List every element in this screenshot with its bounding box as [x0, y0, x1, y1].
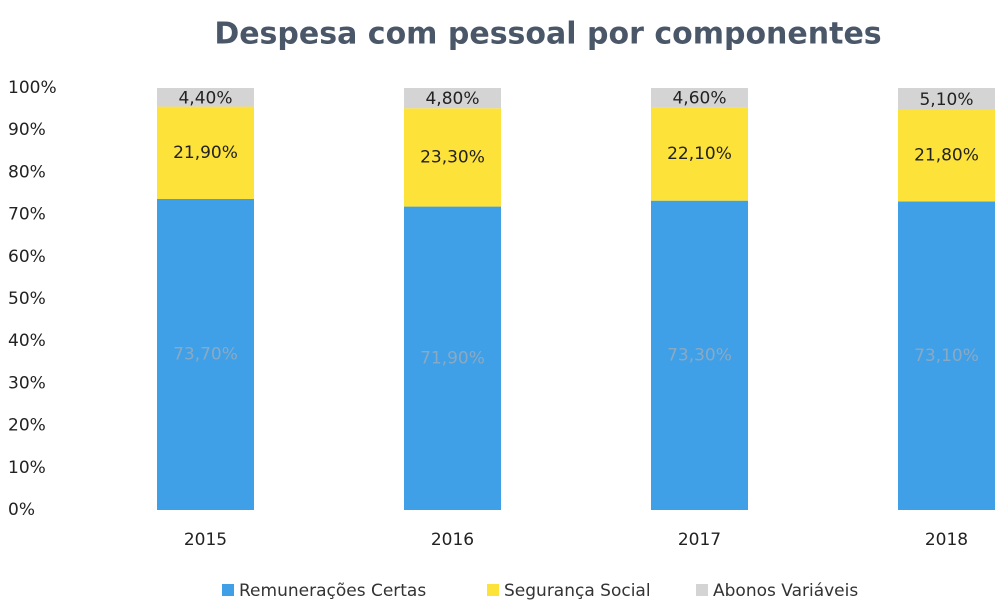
y-tick-label: 80%: [8, 162, 46, 182]
bar-segment: [404, 108, 501, 207]
x-tick-label: 2017: [678, 530, 721, 550]
value-label: 22,10%: [667, 144, 732, 164]
y-tick-label: 90%: [8, 120, 46, 140]
legend-text: Segurança Social: [504, 581, 651, 600]
bar-segment: [898, 201, 995, 510]
bar-segment: [157, 198, 254, 510]
y-tick-label: 10%: [8, 458, 46, 478]
y-tick-label: 20%: [8, 416, 46, 436]
value-label: 73,30%: [667, 345, 732, 365]
bar-segment: [651, 200, 748, 510]
y-tick-label: 60%: [8, 247, 46, 267]
value-label: 4,40%: [178, 88, 232, 108]
legend-text: Remunerações Certas: [239, 581, 426, 600]
bar-segment: [651, 107, 748, 201]
y-tick-label: 100%: [8, 78, 57, 98]
value-label: 71,90%: [420, 348, 485, 368]
value-label: 23,30%: [420, 147, 485, 167]
bar-segment: [404, 206, 501, 510]
x-tick-label: 2018: [925, 530, 968, 550]
value-label: 73,70%: [173, 344, 238, 364]
y-tick-label: 0%: [8, 500, 35, 520]
bar-segment: [651, 88, 748, 108]
legend-swatch: [222, 584, 234, 596]
legend-swatch: [487, 584, 499, 596]
value-label: 4,80%: [425, 89, 479, 109]
x-tick-label: 2016: [431, 530, 474, 550]
bar-segment: [898, 109, 995, 202]
bar-segment: [157, 106, 254, 199]
bar-segment: [898, 88, 995, 110]
value-label: 21,80%: [914, 146, 979, 166]
y-tick-label: 30%: [8, 373, 46, 393]
y-tick-label: 70%: [8, 205, 46, 225]
y-tick-label: 50%: [8, 289, 46, 309]
y-tick-label: 40%: [8, 331, 46, 351]
bar-segment: [157, 88, 254, 107]
value-label: 73,10%: [914, 346, 979, 366]
value-label: 4,60%: [672, 89, 726, 109]
x-tick-label: 2015: [184, 530, 227, 550]
legend-swatch: [696, 584, 708, 596]
value-label: 5,10%: [919, 90, 973, 110]
value-label: 21,90%: [173, 143, 238, 163]
chart-title: Despesa com pessoal por componentes: [214, 17, 881, 52]
bar-segment: [404, 88, 501, 109]
legend-text: Abonos Variáveis: [713, 581, 858, 600]
